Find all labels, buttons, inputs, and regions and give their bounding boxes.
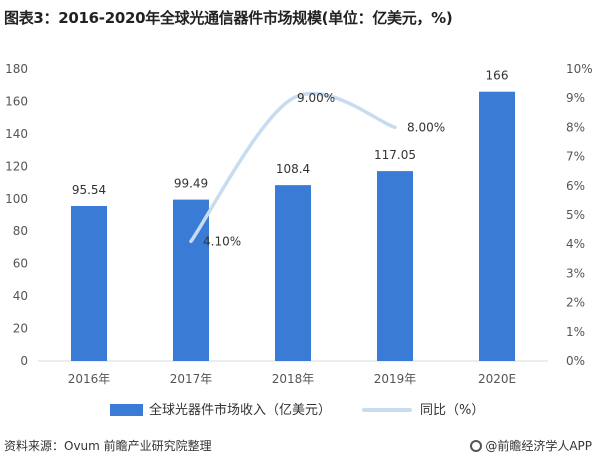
right-axis-tick: 3%: [566, 266, 585, 280]
bar-series: [71, 91, 515, 361]
left-axis-tick: 20: [13, 322, 28, 336]
line-value-label: 4.10%: [203, 234, 241, 248]
footer-brand-label: @前瞻经济学人APP: [485, 439, 592, 453]
bar-value-label: 108.4: [276, 162, 310, 176]
right-axis-tick: 5%: [566, 208, 585, 222]
x-axis-tick: 2016年: [68, 372, 111, 386]
legend-label-line: 同比（%）: [420, 403, 485, 418]
right-axis-tick: 10%: [566, 62, 593, 76]
left-axis-tick: 100: [5, 192, 28, 206]
bar: [377, 171, 413, 361]
left-axis-tick: 180: [5, 62, 28, 76]
line-data-labels: 4.10% 9.00% 8.00%: [203, 91, 445, 248]
left-axis-tick: 120: [5, 159, 28, 173]
bar: [71, 206, 107, 361]
bar-value-label: 117.05: [374, 148, 416, 162]
bar-value-label: 95.54: [72, 183, 106, 197]
right-axis-tick: 0%: [566, 354, 585, 368]
bar-data-labels: 95.54 99.49 108.4 117.05 166: [72, 69, 509, 197]
x-axis-tick: 2019年: [374, 372, 417, 386]
line-path: [189, 91, 397, 244]
x-axis-tick: 2018年: [272, 372, 315, 386]
bar: [479, 91, 515, 361]
bar-value-label: 99.49: [174, 177, 208, 191]
left-axis-tick: 80: [13, 224, 28, 238]
bar: [173, 199, 209, 361]
chart-title: 图表3：2016-2020年全球光通信器件市场规模(单位：亿美元，%): [4, 9, 453, 27]
right-axis-ticks: 0% 1% 2% 3% 4% 5% 6% 7% 8% 9% 10%: [566, 62, 593, 368]
left-axis-tick: 60: [13, 257, 28, 271]
chart-area: 0 20 40 60 80 100 120 140 160 180 0% 1% 2% 3% 4% 5% 6% 7…: [5, 62, 593, 386]
left-axis-tick: 40: [13, 289, 28, 303]
x-axis-tick: 2020E: [478, 372, 516, 386]
legend-swatch-line: [362, 407, 412, 412]
line-series: [189, 91, 397, 244]
left-axis-ticks: 0 20 40 60 80 100 120 140 160 180: [5, 62, 28, 368]
legend-label-bar: 全球光器件市场收入（亿美元）: [149, 403, 332, 418]
right-axis-tick: 4%: [566, 237, 585, 251]
left-axis-tick: 0: [20, 354, 28, 368]
legend-swatch-bar: [110, 403, 143, 416]
right-axis-tick: 2%: [566, 296, 585, 310]
line-value-label: 8.00%: [407, 120, 445, 134]
footer-brand: @前瞻经济学人APP: [470, 436, 592, 456]
left-axis-tick: 140: [5, 127, 28, 141]
footer-source: 资料来源：Ovum 前瞻产业研究院整理: [4, 439, 212, 453]
left-axis-tick: 160: [5, 94, 28, 108]
line-value-label: 9.00%: [297, 91, 335, 105]
legend-item-bar[interactable]: 全球光器件市场收入（亿美元）: [110, 398, 331, 424]
right-axis-tick: 1%: [566, 325, 585, 339]
x-axis-tick: 2017年: [170, 372, 213, 386]
right-axis-tick: 8%: [566, 120, 585, 134]
bar-value-label: 166: [486, 69, 509, 83]
bar: [275, 185, 311, 361]
legend: 全球光器件市场收入（亿美元） 同比（%）: [0, 398, 598, 424]
right-axis-tick: 6%: [566, 179, 585, 193]
right-axis-tick: 7%: [566, 150, 585, 164]
right-axis-tick: 9%: [566, 91, 585, 105]
brand-logo-icon: [470, 439, 483, 452]
x-axis-ticks: 2016年 2017年 2018年 2019年 2020E: [68, 372, 516, 386]
legend-item-line[interactable]: 同比（%）: [362, 398, 484, 424]
